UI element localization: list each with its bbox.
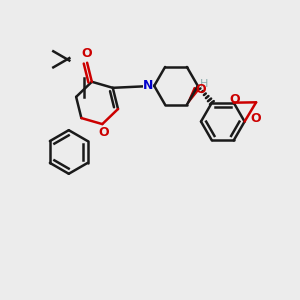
- Polygon shape: [187, 88, 199, 105]
- Text: H: H: [200, 79, 208, 89]
- Text: O: O: [230, 93, 240, 106]
- Text: O: O: [82, 47, 92, 60]
- Text: N: N: [143, 79, 153, 92]
- Text: O: O: [250, 112, 261, 124]
- Text: O: O: [98, 125, 109, 139]
- Text: O: O: [195, 83, 206, 96]
